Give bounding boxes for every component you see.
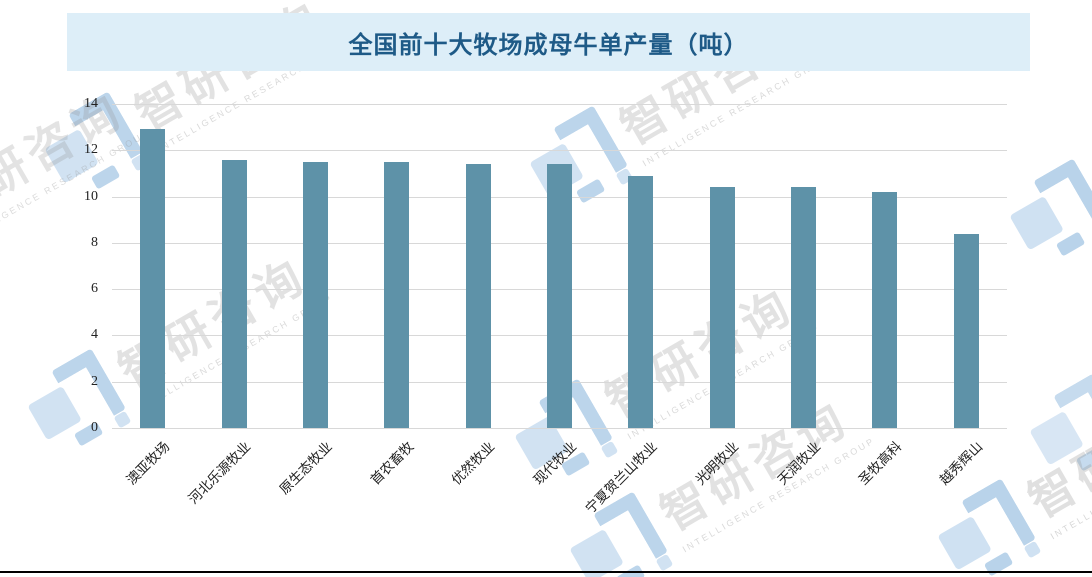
x-tick-label: 天润牧业 xyxy=(774,438,824,488)
bar-圣牧高科 xyxy=(872,191,898,428)
bar-河北乐源牧业 xyxy=(221,159,247,428)
bar-宁夏贺兰山牧业 xyxy=(628,175,654,428)
y-tick-label: 8 xyxy=(91,234,98,250)
x-tick-label: 光明牧业 xyxy=(692,438,742,488)
x-tick-label: 优然牧业 xyxy=(448,438,498,488)
y-tick-label: 2 xyxy=(91,373,98,389)
x-tick-label: 越秀辉山 xyxy=(936,438,986,488)
y-tick-label: 14 xyxy=(84,96,98,111)
title-band: 全国前十大牧场成母牛单产量（吨） xyxy=(67,13,1030,71)
bar-原生态牧业 xyxy=(302,161,328,428)
plot-area xyxy=(112,104,1007,429)
chart-title: 全国前十大牧场成母牛单产量（吨） xyxy=(348,32,749,59)
y-tick-label: 4 xyxy=(91,327,98,343)
bar-天润牧业 xyxy=(791,187,817,428)
y-tick-label: 10 xyxy=(84,188,98,204)
x-tick-label: 圣牧高科 xyxy=(855,438,905,488)
x-tick-label: 澳亚牧场 xyxy=(123,438,173,488)
x-tick-label: 现代牧业 xyxy=(530,438,579,488)
x-tick-label: 原生态牧业 xyxy=(276,438,335,498)
bar-优然牧业 xyxy=(465,164,491,428)
x-tick-label: 河北乐源牧业 xyxy=(185,438,254,507)
footer-divider xyxy=(0,571,1092,573)
bar-越秀辉山 xyxy=(953,233,979,428)
bar-澳亚牧场 xyxy=(140,129,166,428)
bar-光明牧业 xyxy=(709,187,735,428)
y-tick-label: 6 xyxy=(91,281,98,297)
x-tick-label: 宁夏贺兰山牧业 xyxy=(582,438,661,517)
gridline xyxy=(112,104,1007,105)
bar-首农畜牧 xyxy=(384,161,410,428)
bar-现代牧业 xyxy=(547,164,572,428)
x-tick-label: 首农畜牧 xyxy=(367,438,417,488)
